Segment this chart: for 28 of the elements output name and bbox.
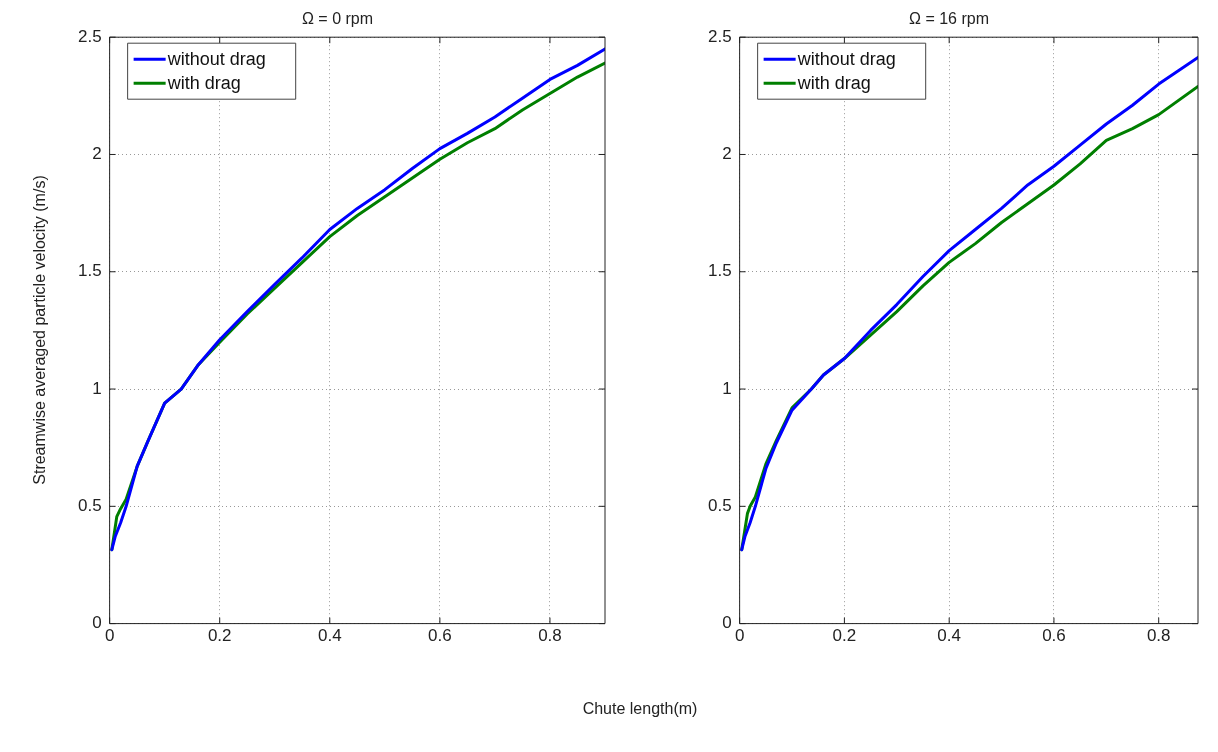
legend-label: without drag xyxy=(796,49,896,70)
x-tick-label: 0.8 xyxy=(538,626,562,646)
y-tick-label: 0.5 xyxy=(77,496,102,516)
legend-label: without drag xyxy=(166,49,266,70)
y-tick-label: 0.5 xyxy=(707,496,732,516)
y-tick-label: 2 xyxy=(722,144,732,164)
y-tick-label: 2.5 xyxy=(707,26,732,46)
y-tick-label: 0 xyxy=(722,613,732,633)
x-axis-title: Chute length(m) xyxy=(582,700,698,718)
x-tick-label: 0.6 xyxy=(428,626,452,646)
y-tick-label: 1.5 xyxy=(77,261,102,281)
chart-title: Ω = 0 rpm xyxy=(301,10,374,28)
y-tick-label: 0 xyxy=(92,613,102,633)
y-tick-label: 1 xyxy=(722,378,732,398)
legend-label: with drag xyxy=(796,73,871,94)
y-tick-label: 1 xyxy=(92,378,102,398)
x-tick-label: 0.4 xyxy=(317,626,342,646)
x-tick-label: 0.2 xyxy=(207,626,232,646)
y-axis-title: Streamwise averaged particle velocity (m/s) xyxy=(31,175,49,485)
x-tick-label: 0.8 xyxy=(1146,626,1171,646)
legend-label: with drag xyxy=(166,73,241,94)
x-tick-label: 0.6 xyxy=(1042,626,1066,646)
chart-title: Ω = 16 rpm xyxy=(909,10,989,28)
x-tick-label: 0.2 xyxy=(832,626,857,646)
y-tick-label: 1.5 xyxy=(707,261,732,281)
x-tick-label: 0.4 xyxy=(937,626,961,646)
y-tick-label: 2.5 xyxy=(77,26,102,46)
y-tick-label: 2 xyxy=(92,144,102,164)
